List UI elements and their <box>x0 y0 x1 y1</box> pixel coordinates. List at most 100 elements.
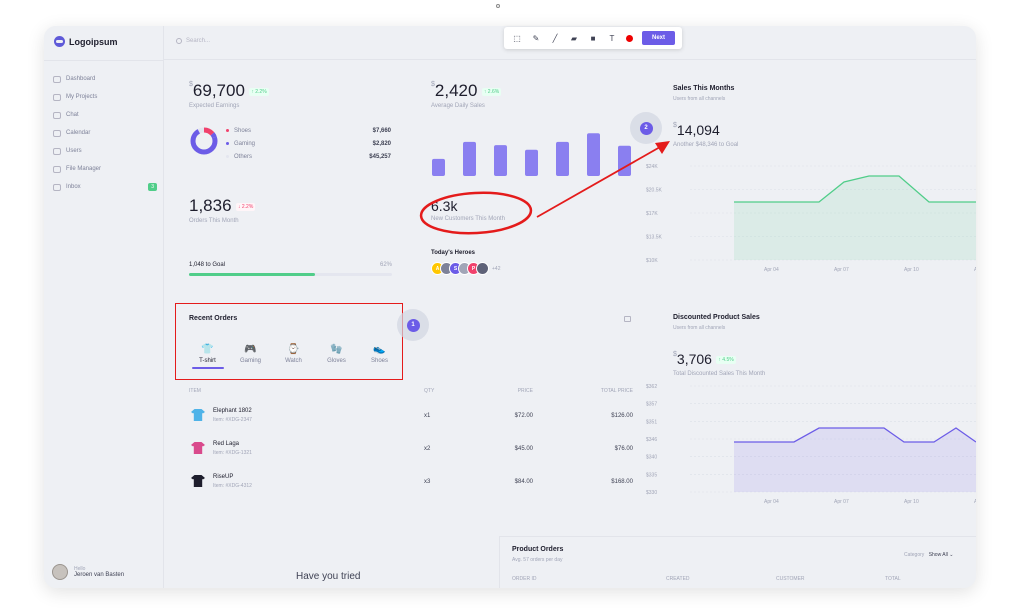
bar-0 <box>432 158 445 176</box>
next-button[interactable]: Next <box>642 31 676 45</box>
sales-month-subtitle: Users from all channels <box>673 96 726 102</box>
legend-item-shoes: Shoes $7,660 <box>226 124 391 137</box>
earnings-change-badge: ↑ 2.2% <box>249 87 269 96</box>
y-tick-label: $351 <box>646 419 657 425</box>
search-input[interactable]: Search... <box>186 38 211 44</box>
discounted-title: Discounted Product Sales <box>673 314 760 321</box>
sidebar-item-inbox[interactable]: Inbox 3 <box>53 178 157 196</box>
legend-value: $2,820 <box>372 140 391 147</box>
product-orders-title: Product Orders <box>512 546 564 553</box>
x-tick-label: Apr 04 <box>764 499 779 505</box>
earnings-value: 69,700 <box>192 81 245 100</box>
sidebar-item-my-projects[interactable]: My Projects <box>53 88 157 106</box>
currency-symbol: $ <box>673 351 677 358</box>
orders-label: Orders This Month <box>189 218 239 224</box>
donut-slice-others <box>190 127 218 155</box>
sidebar-item-label: File Manager <box>66 166 102 172</box>
users-icon <box>53 147 61 155</box>
product-orders-panel <box>499 536 976 588</box>
pen-icon[interactable]: ✎ <box>532 33 540 43</box>
legend-dot <box>226 142 229 145</box>
sidebar-item-users[interactable]: Users <box>53 142 157 160</box>
sidebar-item-calendar[interactable]: Calendar <box>53 124 157 142</box>
category-filter[interactable]: Category Show All ⌄ <box>904 552 953 558</box>
sidebar-item-label: Calendar <box>66 130 91 136</box>
recent-orders-tabs: 👕 T-shirt 🎮 Gaming ⌚ Watch 🧤 Gloves 👟 Shoes <box>186 342 401 369</box>
currency-symbol: $ <box>189 81 193 88</box>
daily-sales-label: Average Daily Sales <box>431 103 485 109</box>
search-box[interactable]: Search... <box>176 38 210 44</box>
customers-value: 6.3k <box>431 198 458 214</box>
dashboard-icon <box>53 75 61 83</box>
tab-t-shirt[interactable]: 👕 T-shirt <box>186 342 229 369</box>
discounted-value: 3,706 <box>676 351 712 367</box>
sales-month-title: Sales This Months <box>673 85 735 92</box>
goal-text: 1,048 to Goal <box>189 262 226 268</box>
table-row[interactable]: RiseUP Item: #XDG-4312 x3 $84.00 $168.00 <box>189 470 633 496</box>
line-area <box>734 428 976 492</box>
legend-dot <box>226 129 229 132</box>
user-name: Jeroen van Basten <box>74 572 125 578</box>
inbox-count-badge: 3 <box>148 183 157 191</box>
bar-6 <box>618 145 631 176</box>
y-tick-label: $24K <box>646 164 658 170</box>
app-window: Logoipsum Dashboard My Projects Chat Cal… <box>44 26 976 588</box>
avatar <box>52 564 68 580</box>
earnings-label: Expected Earnings <box>189 103 240 109</box>
category-label: Category <box>904 552 925 558</box>
rectangle-icon[interactable]: ■ <box>590 33 596 43</box>
highlighter-icon[interactable]: ▰ <box>570 33 578 43</box>
item-name: RiseUP <box>213 474 234 480</box>
gamepad-icon: 🎮 <box>244 344 257 355</box>
tab-gaming[interactable]: 🎮 Gaming <box>229 342 272 369</box>
select-icon[interactable]: ⬚ <box>513 33 521 43</box>
user-greeting: Hello <box>74 566 86 572</box>
orders-card: 1,836 ↓ 2.2% Orders This Month <box>189 196 256 224</box>
step-marker: 2 <box>630 112 662 144</box>
logo-icon <box>54 36 65 47</box>
user-profile[interactable]: Hello Jeroen van Basten <box>52 564 124 580</box>
tab-gloves[interactable]: 🧤 Gloves <box>315 342 358 369</box>
toolbar-pin-icon[interactable] <box>496 4 500 8</box>
product-orders-subtitle: Avg. 57 orders per day <box>512 557 563 563</box>
legend-item-gaming: Gaming $2,820 <box>226 137 391 150</box>
menu-icon[interactable] <box>624 316 631 322</box>
column-total: TOTAL PRICE <box>600 388 633 394</box>
tab-label: Shoes <box>370 358 388 364</box>
y-tick-label: $340 <box>646 455 657 461</box>
tab-shoes[interactable]: 👟 Shoes <box>358 342 401 369</box>
step-marker-label: 2 <box>639 121 653 135</box>
x-tick-label: Apr 10 <box>904 499 919 505</box>
y-tick-label: $362 <box>646 384 657 390</box>
step-marker-label: 1 <box>406 318 420 332</box>
tab-watch[interactable]: ⌚ Watch <box>272 342 315 369</box>
y-tick-label: $357 <box>646 402 657 408</box>
sales-month-label: Another $48,346 to Goal <box>673 142 739 148</box>
line-icon[interactable]: ╱ <box>552 33 558 43</box>
sidebar-item-file-manager[interactable]: File Manager <box>53 160 157 178</box>
item-sku: Item: #XDG-1321 <box>213 450 252 456</box>
tshirt-image <box>189 406 207 424</box>
column-qty: QTY <box>424 388 435 394</box>
y-tick-label: $335 <box>646 472 657 478</box>
sidebar-item-dashboard[interactable]: Dashboard <box>53 70 157 88</box>
hero-avatar[interactable] <box>476 262 489 275</box>
y-tick-label: $17K <box>646 211 658 217</box>
logo[interactable]: Logoipsum <box>54 36 118 47</box>
line-series <box>734 175 976 203</box>
sidebar-divider <box>44 60 164 61</box>
column-price: PRICE <box>517 388 533 394</box>
sidebar-item-chat[interactable]: Chat <box>53 106 157 124</box>
item-price: $72.00 <box>514 413 533 419</box>
bar-5 <box>587 133 600 176</box>
table-row[interactable]: Elephant 1802 Item: #XDG-2347 x1 $72.00 … <box>189 404 633 430</box>
table-row[interactable]: Red Laga Item: #XDG-1321 x2 $45.00 $76.0… <box>189 437 633 463</box>
tab-label: T-shirt <box>199 358 216 364</box>
heroes-more-count[interactable]: +42 <box>492 265 501 272</box>
bar-2 <box>494 145 507 176</box>
folder-icon <box>53 165 61 173</box>
text-icon[interactable]: T <box>609 33 615 43</box>
earnings-card: $69,700 ↑ 2.2% Expected Earnings <box>189 81 269 109</box>
record-icon[interactable] <box>626 34 633 42</box>
line-area <box>734 176 976 260</box>
